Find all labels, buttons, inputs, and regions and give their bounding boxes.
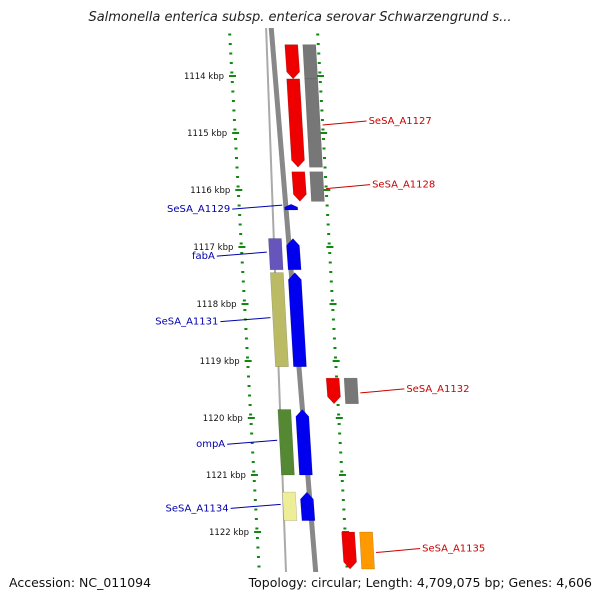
- gene-label: SeSA_A1128: [372, 180, 435, 191]
- tick-label: 1121 kbp: [206, 471, 246, 481]
- topology-text: Topology: circular; Length: 4,709,075 bp…: [248, 575, 592, 590]
- gene-label: SeSA_A1134: [165, 503, 228, 514]
- gene-arrow: [300, 491, 316, 521]
- tick-label: 1115 kbp: [187, 129, 227, 139]
- cog-bar: [343, 377, 359, 404]
- label-leader-line: [230, 503, 281, 509]
- map-title: Salmonella enterica subsp. enterica sero…: [88, 10, 512, 25]
- tick-label: 1117 kbp: [193, 243, 233, 253]
- labels-layer: SeSA_A1127 SeSA_A1128 SeSA_A1129 fabA SeSA_A…: [155, 116, 485, 555]
- label-leader-line: [232, 204, 283, 210]
- cog-bar: [270, 272, 289, 367]
- gene-arrow: [295, 409, 313, 476]
- cog-bar: [277, 409, 295, 476]
- gene-label: SeSA_A1129: [167, 204, 230, 215]
- tick-label: 1118 kbp: [196, 300, 236, 310]
- gene-arrow: [341, 531, 357, 570]
- tick-label: 1116 kbp: [190, 186, 230, 196]
- tick-label: 1122 kbp: [209, 528, 249, 538]
- label-leader-line: [227, 439, 278, 445]
- cog-bar: [302, 44, 318, 80]
- accession-text: Accession: NC_011094: [9, 575, 152, 590]
- gene-arrow: [288, 272, 307, 367]
- gene-label: SeSA_A1135: [422, 544, 485, 555]
- gene-label: SeSA_A1127: [369, 116, 432, 127]
- cog-bar: [304, 78, 323, 168]
- label-leader-line: [216, 251, 267, 257]
- label-leader-line: [220, 317, 271, 323]
- label-leader-line: [326, 184, 371, 190]
- tick-label: 1119 kbp: [200, 357, 240, 367]
- gene-label: fabA: [192, 251, 215, 262]
- cog-bar: [359, 531, 375, 570]
- gene-arrow: [284, 44, 300, 80]
- gene-arrow: [286, 238, 302, 271]
- genes-layer: [268, 44, 375, 570]
- label-leader-line: [376, 548, 421, 554]
- label-leader-line: [322, 120, 367, 126]
- gene-arrow: [284, 203, 299, 211]
- gene-arrow: [286, 78, 305, 168]
- tick-label: 1120 kbp: [203, 414, 243, 424]
- cog-bar: [282, 491, 298, 521]
- gene-label: SeSA_A1131: [155, 317, 218, 328]
- cog-bar: [268, 238, 284, 271]
- label-leader-line: [360, 388, 405, 394]
- tick-label: 1123 kbp: [212, 585, 252, 595]
- tick-label: 1114 kbp: [184, 72, 224, 82]
- cog-bar: [309, 171, 325, 202]
- map-content: 1114 kbp 1115 kbp 1116 kbp 1117 kbp 1118 kbp…: [155, 28, 485, 595]
- gene-arrow: [291, 171, 307, 202]
- tick-dots-layer: 1114 kbp 1115 kbp 1116 kbp 1117 kbp 1118 kbp…: [184, 33, 350, 595]
- gene-label: ompA: [196, 439, 225, 450]
- gene-label: SeSA_A1132: [406, 384, 469, 395]
- gene-arrow: [325, 377, 341, 405]
